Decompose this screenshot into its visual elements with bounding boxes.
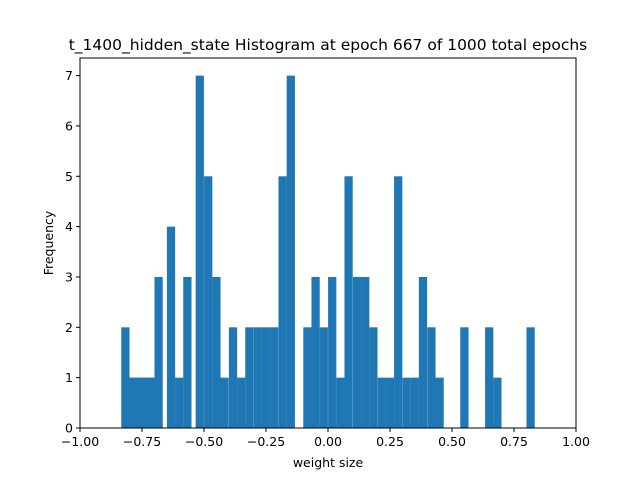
x-axis-label: weight size: [293, 455, 364, 470]
y-tick-label: 1: [65, 370, 73, 385]
histogram-bar: [485, 327, 494, 428]
histogram-bar: [286, 75, 295, 428]
histogram-bar: [435, 377, 444, 428]
x-tick-label: 0.75: [500, 434, 528, 449]
y-tick-label: 7: [65, 68, 73, 83]
histogram-bar: [361, 276, 370, 428]
histogram-bar: [377, 377, 386, 428]
x-tick-label: 0.00: [314, 434, 342, 449]
y-axis-ticks: 0 1 2 3 4 5 6 7: [65, 68, 80, 436]
x-tick-label: 1.00: [562, 434, 590, 449]
histogram-bar: [245, 327, 254, 428]
histogram-bar: [336, 377, 345, 428]
histogram-bar: [133, 377, 142, 428]
histogram-bar: [319, 327, 328, 428]
histogram-bar: [418, 276, 428, 428]
histogram-bar: [237, 377, 246, 428]
histogram-bar: [402, 377, 411, 428]
x-axis-ticks: −1.00 −0.75 −0.50 −0.25 0.00 0.25 0.50 0.75 1.00: [61, 428, 590, 449]
bars-group: [121, 75, 535, 428]
histogram-bar: [328, 276, 337, 428]
histogram-bar: [369, 327, 378, 428]
x-tick-label: 0.50: [438, 434, 466, 449]
histogram-bar: [352, 276, 362, 428]
x-tick-label: −0.75: [123, 434, 161, 449]
chart-title: t_1400_hidden_state Histogram at epoch 6…: [69, 36, 588, 55]
histogram-bar: [526, 327, 535, 428]
histogram-bar: [303, 327, 312, 428]
y-tick-label: 2: [65, 320, 73, 335]
y-tick-label: 0: [65, 421, 73, 436]
histogram-bar: [278, 176, 287, 428]
y-axis-label: Frequency: [41, 210, 56, 275]
histogram-bar: [150, 377, 159, 428]
histogram-bar: [253, 327, 262, 428]
histogram-bar: [344, 176, 353, 428]
histogram-bar: [270, 327, 279, 428]
histogram-bar: [394, 176, 403, 428]
histogram-bar: [410, 377, 419, 428]
histogram-bar: [493, 377, 502, 428]
x-tick-label: −1.00: [61, 434, 99, 449]
histogram-bar: [212, 276, 221, 428]
histogram-bar: [228, 327, 238, 428]
x-tick-label: −0.50: [185, 434, 223, 449]
histogram-bar: [195, 75, 204, 428]
histogram-bar: [125, 377, 134, 428]
histogram-bar: [121, 327, 130, 428]
x-tick-label: −0.25: [247, 434, 285, 449]
histogram-bar: [175, 377, 184, 428]
y-tick-label: 4: [65, 219, 73, 234]
histogram-bar: [220, 377, 229, 428]
y-tick-label: 3: [65, 269, 73, 284]
histogram-bar: [204, 176, 213, 428]
y-tick-label: 6: [65, 118, 73, 133]
histogram-bar: [427, 327, 436, 428]
histogram-bar: [460, 327, 469, 428]
histogram-bar: [311, 276, 320, 428]
histogram-bar: [166, 226, 176, 428]
histogram-bar: [146, 377, 155, 428]
y-tick-label: 5: [65, 169, 73, 184]
histogram-bar: [137, 377, 147, 428]
histogram-bar: [154, 276, 163, 428]
x-tick-label: 0.25: [376, 434, 404, 449]
histogram-bar: [385, 377, 395, 428]
histogram-bar: [183, 276, 192, 428]
histogram-bar: [261, 327, 271, 428]
